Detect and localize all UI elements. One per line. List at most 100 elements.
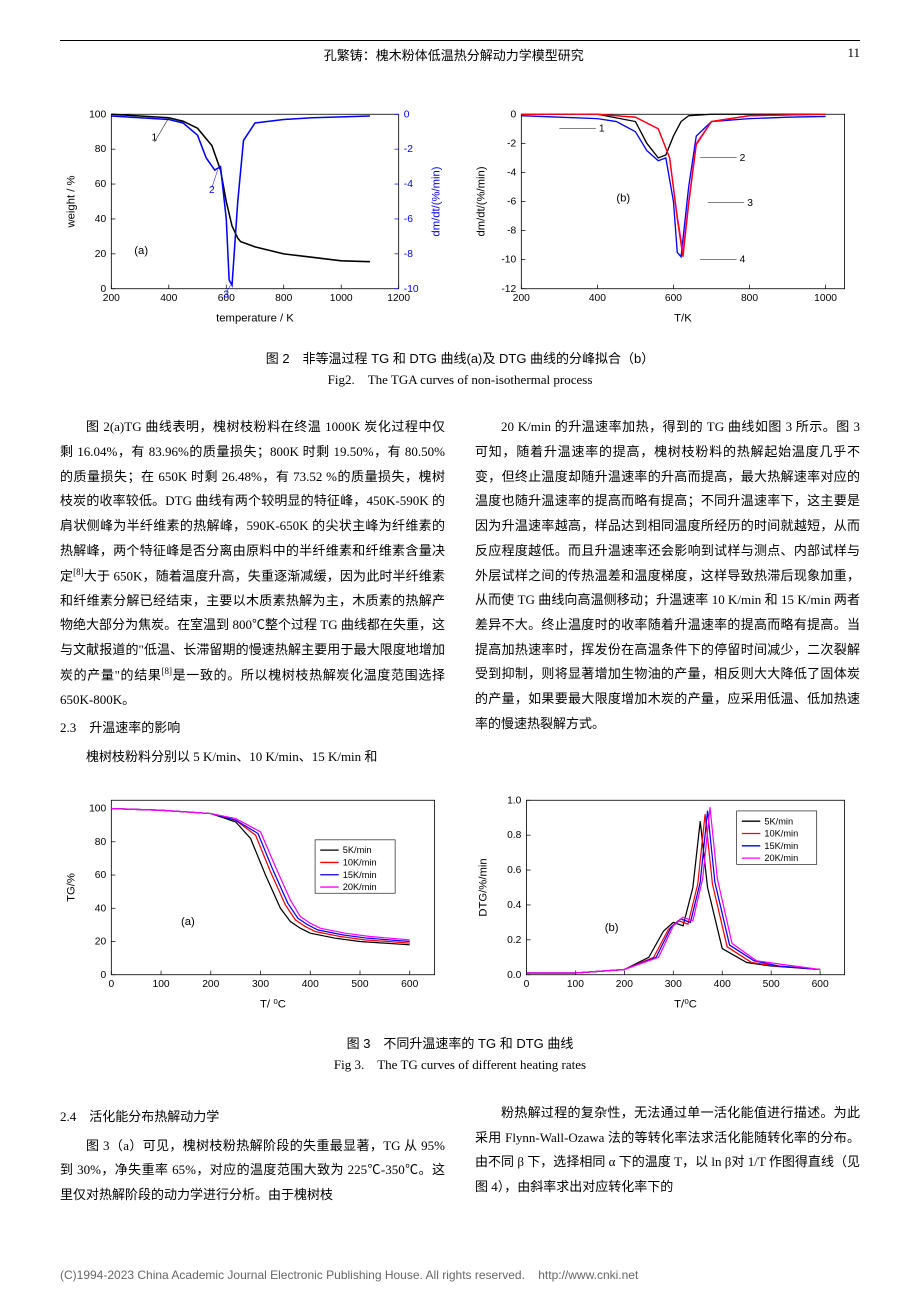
fig2-caption-en: Fig2. The TGA curves of non-isothermal p… [60, 370, 860, 391]
svg-text:-12: -12 [501, 284, 516, 295]
svg-text:100: 100 [567, 979, 584, 990]
body2-right-p1: 粉热解过程的复杂性，无法通过单一活化能值进行描述。为此采用 Flynn-Wall… [475, 1101, 860, 1200]
page-header: 孔繁铸：槐木粉体低温热分解动力学模型研究 11 [60, 45, 860, 64]
svg-text:0.2: 0.2 [507, 935, 522, 946]
body1-left-p2: 槐树枝粉料分别以 5 K/min、10 K/min、15 K/min 和 [60, 745, 445, 770]
svg-text:15K/min: 15K/min [764, 841, 798, 851]
footer-copyright: (C)1994-2023 China Academic Journal Elec… [60, 1268, 525, 1282]
svg-text:(b): (b) [616, 192, 630, 204]
fig2-caption: 图 2 非等温过程 TG 和 DTG 曲线(a)及 DTG 曲线的分峰拟合（b）… [60, 349, 860, 391]
svg-text:80: 80 [95, 837, 107, 848]
body2-right: 粉热解过程的复杂性，无法通过单一活化能值进行描述。为此采用 Flynn-Wall… [475, 1101, 860, 1208]
fig3-chart-a: 0100200300400500600020406080100T/ ⁰CTG/%… [60, 790, 450, 1020]
svg-text:0.0: 0.0 [507, 969, 522, 980]
section-2-4-title: 2.4 活化能分布热解动力学 [60, 1105, 445, 1130]
header-title: 孔繁铸：槐木粉体低温热分解动力学模型研究 [60, 45, 847, 64]
figure-3-row: 0100200300400500600020406080100T/ ⁰CTG/%… [60, 790, 860, 1020]
svg-text:400: 400 [302, 979, 319, 990]
fig3-caption: 图 3 不同升温速率的 TG 和 DTG 曲线 Fig 3. The TG cu… [60, 1034, 860, 1076]
svg-text:dm/dt/(%/min): dm/dt/(%/min) [431, 166, 443, 236]
svg-text:40: 40 [95, 903, 107, 914]
svg-text:-8: -8 [404, 249, 413, 260]
svg-text:300: 300 [665, 979, 682, 990]
svg-text:4: 4 [740, 255, 746, 266]
svg-text:500: 500 [351, 979, 368, 990]
svg-text:0: 0 [404, 109, 410, 120]
svg-text:0.4: 0.4 [507, 900, 522, 911]
body2-left: 2.4 活化能分布热解动力学 图 3（a）可见，槐树枝粉热解阶段的失重最显著，T… [60, 1101, 445, 1208]
svg-text:-6: -6 [404, 214, 413, 225]
svg-text:dm/dt/(%/min): dm/dt/(%/min) [475, 166, 487, 236]
fig2-chart-b: 2004006008001000-12-10-8-6-4-20T/Kdm/dt/… [470, 104, 860, 334]
svg-text:0: 0 [100, 284, 106, 295]
fig3-caption-cn: 图 3 不同升温速率的 TG 和 DTG 曲线 [60, 1034, 860, 1055]
svg-text:600: 600 [812, 979, 829, 990]
svg-text:2: 2 [740, 153, 746, 164]
svg-text:20: 20 [95, 936, 107, 947]
svg-text:20K/min: 20K/min [764, 853, 798, 863]
svg-text:200: 200 [616, 979, 633, 990]
svg-text:0: 0 [524, 979, 530, 990]
footer-url: http://www.cnki.net [538, 1268, 638, 1282]
body-section-2: 2.4 活化能分布热解动力学 图 3（a）可见，槐树枝粉热解阶段的失重最显著，T… [60, 1101, 860, 1208]
svg-text:1000: 1000 [814, 293, 837, 304]
svg-text:1000: 1000 [330, 293, 353, 304]
svg-text:0: 0 [510, 109, 516, 120]
svg-text:-10: -10 [501, 255, 516, 266]
svg-text:600: 600 [665, 293, 682, 304]
svg-text:1: 1 [599, 124, 605, 135]
svg-text:80: 80 [95, 144, 107, 155]
fig3-caption-en: Fig 3. The TG curves of different heatin… [60, 1055, 860, 1076]
svg-text:DTG/%/min: DTG/%/min [477, 858, 489, 916]
svg-text:400: 400 [160, 293, 177, 304]
svg-text:0: 0 [100, 969, 106, 980]
svg-text:100: 100 [153, 979, 170, 990]
fig2-chart-a: 20040060080010001200020406080100-10-8-6-… [60, 104, 450, 334]
svg-text:600: 600 [401, 979, 418, 990]
body1-right-p1: 20 K/min 的升温速率加热，得到的 TG 曲线如图 3 所示。图 3 可知… [475, 415, 860, 736]
body1-left-p1: 图 2(a)TG 曲线表明，槐树枝粉料在终温 1000K 炭化过程中仅剩 16.… [60, 415, 445, 712]
svg-text:200: 200 [202, 979, 219, 990]
svg-text:0: 0 [108, 979, 114, 990]
svg-text:15K/min: 15K/min [343, 869, 377, 879]
svg-text:100: 100 [89, 803, 106, 814]
svg-text:T/K: T/K [674, 313, 692, 325]
svg-text:-4: -4 [404, 179, 413, 190]
svg-text:T/⁰C: T/⁰C [674, 998, 697, 1010]
svg-text:1.0: 1.0 [507, 795, 522, 806]
svg-text:(b): (b) [605, 922, 619, 934]
svg-text:-2: -2 [404, 144, 413, 155]
svg-text:100: 100 [89, 109, 106, 120]
svg-text:(a): (a) [181, 916, 195, 928]
body-section-1: 图 2(a)TG 曲线表明，槐树枝粉料在终温 1000K 炭化过程中仅剩 16.… [60, 415, 860, 769]
svg-text:400: 400 [714, 979, 731, 990]
svg-text:40: 40 [95, 214, 107, 225]
svg-text:TG/%: TG/% [65, 873, 77, 902]
svg-text:800: 800 [741, 293, 758, 304]
svg-text:temperature / K: temperature / K [216, 313, 294, 325]
svg-text:0.8: 0.8 [507, 830, 522, 841]
page-footer: (C)1994-2023 China Academic Journal Elec… [0, 1258, 920, 1292]
svg-text:(a): (a) [134, 245, 148, 257]
svg-text:300: 300 [252, 979, 269, 990]
svg-text:-10: -10 [404, 284, 419, 295]
svg-text:T/ ⁰C: T/ ⁰C [260, 998, 286, 1010]
page-number: 11 [847, 45, 860, 64]
svg-text:-6: -6 [507, 197, 516, 208]
svg-text:3: 3 [223, 289, 229, 300]
svg-text:60: 60 [95, 179, 107, 190]
svg-text:10K/min: 10K/min [764, 828, 798, 838]
figure-2-row: 20040060080010001200020406080100-10-8-6-… [60, 104, 860, 334]
svg-text:400: 400 [589, 293, 606, 304]
body1-left: 图 2(a)TG 曲线表明，槐树枝粉料在终温 1000K 炭化过程中仅剩 16.… [60, 415, 445, 769]
fig2-caption-cn: 图 2 非等温过程 TG 和 DTG 曲线(a)及 DTG 曲线的分峰拟合（b） [60, 349, 860, 370]
svg-text:500: 500 [763, 979, 780, 990]
svg-text:-4: -4 [507, 167, 516, 178]
svg-text:20: 20 [95, 249, 107, 260]
svg-text:10K/min: 10K/min [343, 857, 377, 867]
svg-text:20K/min: 20K/min [343, 882, 377, 892]
svg-text:5K/min: 5K/min [343, 845, 372, 855]
svg-text:800: 800 [275, 293, 292, 304]
svg-text:-8: -8 [507, 226, 516, 237]
svg-text:5K/min: 5K/min [764, 816, 793, 826]
